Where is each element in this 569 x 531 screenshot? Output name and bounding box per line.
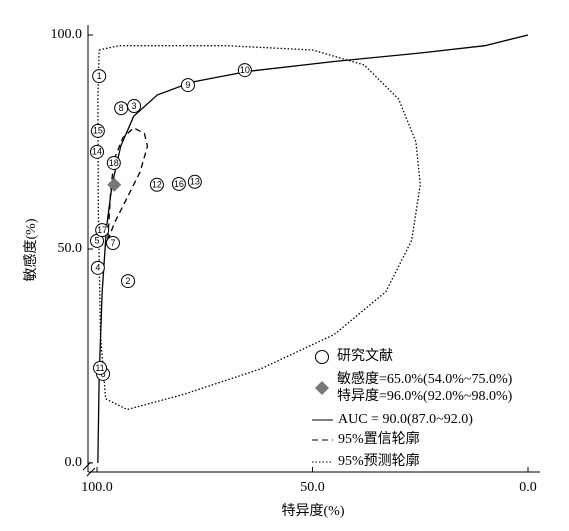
legend-label: 敏感度=65.0%(54.0%~75.0%) bbox=[337, 370, 513, 387]
summary-point bbox=[107, 177, 122, 192]
study-point bbox=[92, 69, 107, 84]
study-point bbox=[237, 63, 252, 78]
x-axis-label: 特异度(%) bbox=[282, 503, 345, 519]
study-label: 2 bbox=[126, 276, 131, 286]
study-label: 12 bbox=[152, 180, 162, 190]
prediction-contour bbox=[97, 45, 421, 411]
y-axis-label: 敏感度(%) bbox=[22, 218, 39, 281]
legend-label: 研究文献 bbox=[337, 348, 393, 364]
study-label: 8 bbox=[119, 103, 124, 113]
study-label: 10 bbox=[240, 65, 250, 75]
study-point bbox=[171, 176, 186, 191]
x-tick-label: 0.0 bbox=[519, 480, 537, 495]
study-point bbox=[90, 260, 105, 275]
study-label: 17 bbox=[97, 225, 107, 235]
study-point bbox=[114, 101, 129, 116]
study-label: 1 bbox=[97, 71, 102, 81]
legend-symbol bbox=[315, 350, 329, 364]
x-tick-label: 100.0 bbox=[81, 480, 113, 495]
study-label: 18 bbox=[109, 158, 119, 168]
study-point bbox=[187, 174, 202, 189]
legend-label: 特异度=96.0%(92.0%~98.0%) bbox=[337, 388, 513, 404]
legend-symbol bbox=[315, 381, 329, 395]
study-label: 4 bbox=[95, 263, 100, 273]
study-label: 11 bbox=[95, 363, 104, 373]
study-label: 3 bbox=[132, 101, 137, 111]
study-label: 15 bbox=[93, 126, 103, 136]
study-label: 7 bbox=[110, 238, 115, 248]
sroc-curve bbox=[97, 34, 529, 464]
study-point bbox=[149, 177, 164, 192]
y-tick-label: 50.0 bbox=[58, 241, 83, 256]
study-label: 5 bbox=[94, 236, 99, 246]
study-point bbox=[121, 274, 136, 289]
study-point bbox=[95, 223, 110, 238]
study-label: 13 bbox=[190, 177, 200, 187]
study-point bbox=[90, 123, 105, 138]
legend-label: 95%置信轮廓 bbox=[338, 430, 420, 447]
study-point bbox=[106, 155, 121, 170]
legend-label: AUC = 90.0(87.0~92.0) bbox=[338, 412, 473, 427]
x-tick-label: 50.0 bbox=[300, 480, 325, 495]
study-point bbox=[180, 78, 195, 93]
y-tick-label: 0.0 bbox=[65, 455, 83, 470]
axis-break bbox=[86, 467, 96, 477]
study-label: 14 bbox=[92, 147, 102, 157]
study-point bbox=[93, 360, 108, 375]
study-point bbox=[105, 236, 120, 251]
study-point bbox=[90, 144, 104, 159]
study-label: 9 bbox=[185, 80, 190, 90]
y-tick-label: 100.0 bbox=[51, 27, 83, 42]
legend-label: 95%预测轮廓 bbox=[338, 452, 420, 469]
study-label: 16 bbox=[174, 179, 184, 189]
